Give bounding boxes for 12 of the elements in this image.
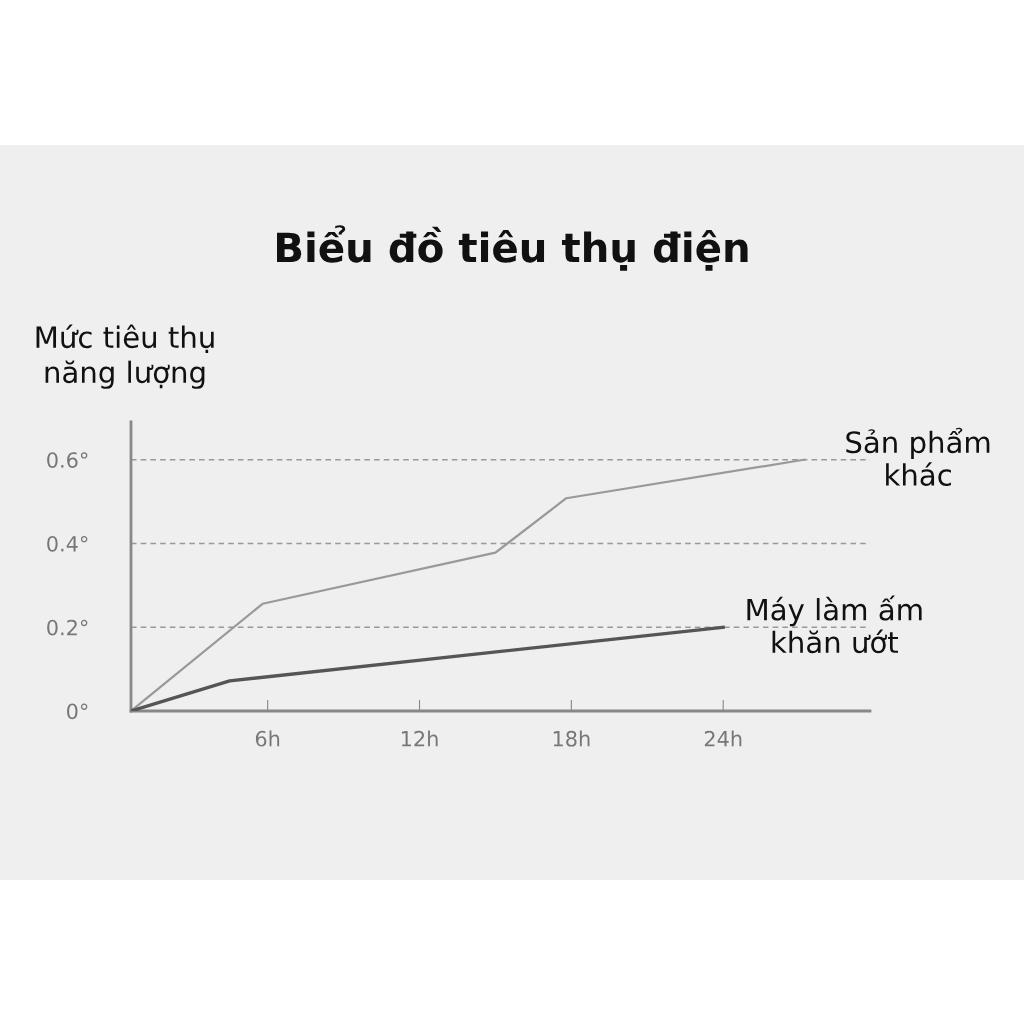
x-tick-label: 12h	[401, 730, 438, 747]
y-tick-label: 0°	[67, 703, 88, 720]
x-tick-label: 24h	[704, 730, 742, 747]
y-tick-label: 0.4°	[47, 535, 88, 552]
y-tick-label: 0.2°	[47, 619, 88, 636]
series-label: Máy làm ấm khăn ướt	[747, 595, 922, 654]
y-tick-label: 0.6°	[47, 452, 88, 468]
series-label: Sản phẩm khác	[846, 427, 990, 486]
x-tick-label: 18h	[553, 730, 590, 747]
y-axis-title: Mức tiêu thụ năng lượng	[36, 324, 214, 389]
chart-title: Biểu đồ tiêu thụ điện	[277, 225, 748, 271]
x-tick-label: 6h	[255, 730, 280, 747]
